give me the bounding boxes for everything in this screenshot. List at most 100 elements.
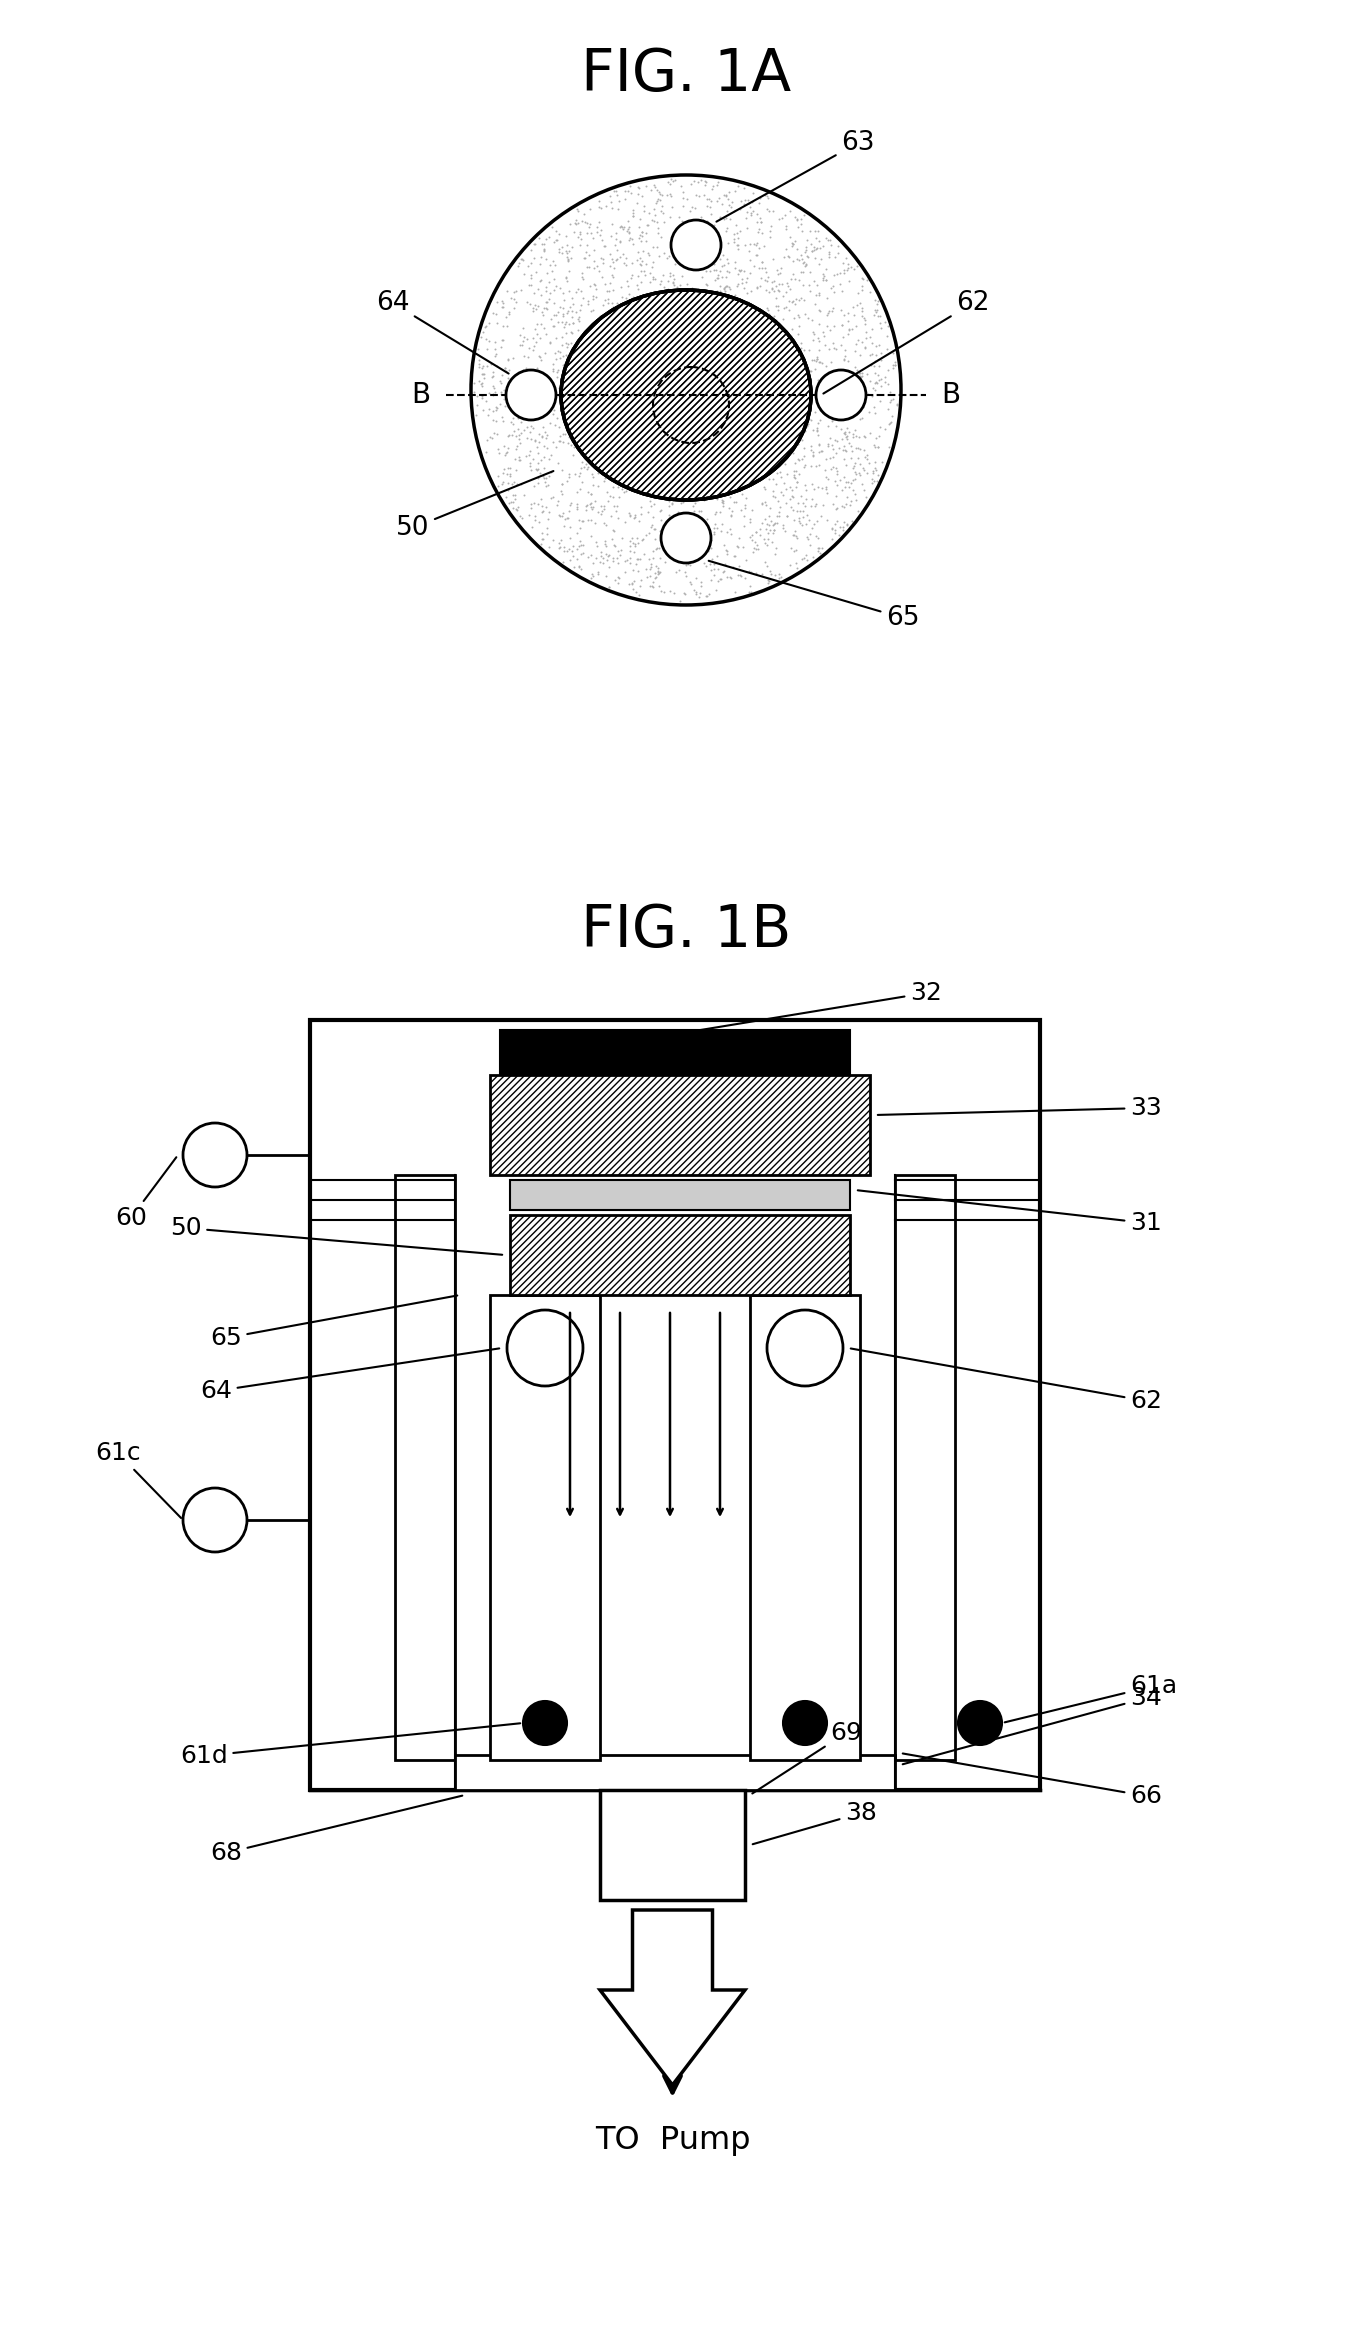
Point (777, 267, 799, 305)
Point (667, 493, 689, 530)
Point (575, 423, 597, 461)
Point (718, 254, 740, 291)
Point (820, 342, 842, 379)
Point (753, 433, 775, 470)
Point (498, 416, 520, 454)
Point (716, 244, 738, 281)
Point (826, 502, 848, 540)
Point (852, 298, 874, 335)
Point (696, 240, 718, 277)
Point (660, 177, 682, 214)
Point (845, 368, 867, 405)
Point (632, 384, 654, 421)
Point (799, 502, 820, 540)
Point (742, 330, 764, 368)
Point (815, 358, 837, 395)
Point (704, 505, 726, 542)
Point (543, 247, 565, 284)
Point (737, 181, 759, 219)
Point (575, 384, 597, 421)
Point (550, 393, 572, 430)
Point (512, 321, 534, 358)
Point (659, 351, 681, 388)
Point (627, 170, 649, 207)
Point (601, 451, 623, 488)
Point (756, 314, 778, 351)
Point (796, 519, 818, 556)
Point (698, 226, 720, 263)
Point (700, 551, 722, 588)
Point (742, 440, 764, 477)
Point (816, 426, 838, 463)
Point (793, 244, 815, 281)
Point (514, 351, 536, 388)
Circle shape (508, 1310, 583, 1386)
Point (737, 284, 759, 321)
Point (569, 379, 591, 416)
Point (731, 451, 753, 488)
Point (627, 526, 649, 563)
Point (575, 486, 597, 523)
Point (816, 279, 838, 316)
Point (667, 451, 689, 488)
Point (491, 321, 513, 358)
Point (643, 328, 665, 365)
Point (785, 544, 807, 582)
Point (582, 544, 604, 582)
Point (674, 368, 696, 405)
Point (685, 235, 707, 272)
Point (476, 433, 498, 470)
Point (685, 237, 707, 274)
Point (694, 374, 716, 412)
Point (594, 526, 616, 563)
Point (825, 505, 847, 542)
Point (572, 535, 594, 572)
Point (825, 381, 847, 419)
Point (786, 549, 808, 586)
Point (682, 493, 704, 530)
Point (573, 428, 595, 465)
Point (818, 233, 840, 270)
Point (646, 181, 668, 219)
Point (613, 172, 635, 209)
Point (768, 265, 790, 302)
Point (715, 200, 737, 237)
Point (538, 493, 560, 530)
Point (535, 240, 557, 277)
Point (790, 477, 812, 514)
Point (649, 554, 671, 591)
Point (652, 412, 674, 449)
Point (803, 412, 825, 449)
Point (756, 486, 778, 523)
Point (788, 298, 809, 335)
Point (836, 479, 858, 516)
Point (578, 444, 600, 481)
Point (849, 284, 871, 321)
Point (619, 302, 641, 340)
Point (497, 307, 519, 344)
Point (580, 214, 602, 251)
Point (884, 347, 906, 384)
Point (468, 349, 490, 386)
Point (663, 265, 685, 302)
Point (731, 384, 753, 421)
Point (729, 251, 750, 288)
Point (578, 500, 600, 537)
Point (796, 537, 818, 575)
Point (634, 535, 656, 572)
Point (723, 463, 745, 500)
Point (543, 284, 565, 321)
Point (774, 423, 796, 461)
Point (855, 330, 877, 368)
Point (628, 502, 650, 540)
Point (664, 349, 686, 386)
Point (700, 365, 722, 402)
Circle shape (783, 1700, 827, 1744)
Point (820, 398, 842, 435)
Point (531, 293, 553, 330)
Point (600, 216, 622, 254)
Point (760, 354, 782, 391)
Point (851, 358, 873, 395)
Point (761, 472, 783, 509)
Point (664, 160, 686, 198)
